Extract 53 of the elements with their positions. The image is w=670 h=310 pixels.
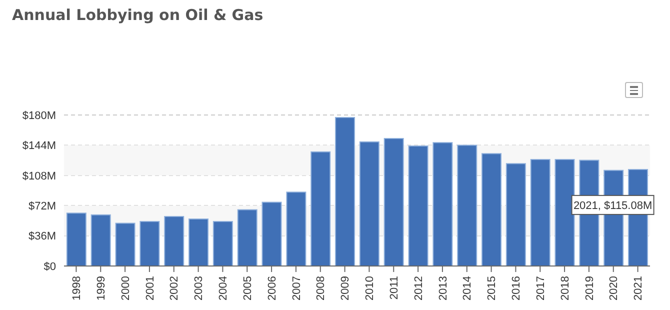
y-tick-label: $144M bbox=[22, 140, 56, 152]
bar bbox=[408, 146, 428, 266]
x-tick-label: 2015 bbox=[486, 276, 498, 300]
bar bbox=[482, 153, 502, 266]
bar bbox=[335, 117, 356, 266]
bar bbox=[140, 221, 160, 266]
bar bbox=[66, 212, 86, 266]
bar bbox=[262, 202, 282, 266]
y-tick-label: $36M bbox=[28, 230, 56, 243]
chart-title: Annual Lobbying on Oil & Gas bbox=[12, 6, 264, 24]
x-tick-label: 2009 bbox=[340, 276, 352, 300]
annotation: 2021, $115.08M bbox=[573, 200, 652, 212]
x-tick-label: 2002 bbox=[168, 276, 181, 300]
bar bbox=[212, 221, 233, 266]
bar bbox=[457, 144, 478, 266]
bar bbox=[530, 158, 550, 266]
x-tick-label: 2010 bbox=[364, 276, 376, 300]
x-tick-label: 2020 bbox=[608, 276, 620, 300]
x-tick-label: 2008 bbox=[315, 276, 328, 300]
x-tick-label: 2013 bbox=[437, 276, 450, 300]
x-tick-label: 2003 bbox=[193, 276, 206, 300]
x-tick-label: 2017 bbox=[534, 276, 547, 300]
x-tick-label: 2021 bbox=[632, 276, 645, 300]
bar bbox=[554, 158, 575, 266]
x-tick-label: 2016 bbox=[510, 276, 523, 300]
x-tick-label: 2000 bbox=[120, 276, 132, 300]
x-tick-label: 2001 bbox=[144, 276, 156, 300]
bar bbox=[432, 142, 453, 266]
x-tick-label: 2011 bbox=[388, 276, 400, 300]
bar bbox=[310, 151, 331, 266]
bar bbox=[188, 218, 209, 266]
x-tick-label: 2012 bbox=[412, 276, 425, 300]
x-tick-label: 1999 bbox=[95, 276, 108, 300]
x-tick-label: 2014 bbox=[462, 276, 474, 300]
x-tick-label: 2019 bbox=[584, 276, 596, 300]
bar bbox=[384, 138, 404, 266]
y-tick-label: $108M bbox=[22, 170, 56, 182]
bar bbox=[90, 214, 111, 266]
y-tick-label: $0 bbox=[44, 260, 56, 273]
x-tick-label: 2006 bbox=[266, 276, 278, 300]
x-tick-label: 1998 bbox=[71, 276, 84, 300]
bar bbox=[237, 209, 258, 266]
bar bbox=[286, 192, 306, 266]
bar bbox=[506, 163, 526, 266]
bar bbox=[164, 216, 184, 266]
x-tick-label: 2005 bbox=[242, 276, 254, 300]
y-tick-label: $72M bbox=[28, 200, 56, 213]
bar bbox=[359, 141, 380, 266]
x-tick-label: 2004 bbox=[218, 276, 230, 300]
x-tick-label: 2018 bbox=[559, 276, 572, 300]
bar bbox=[115, 222, 136, 266]
x-tick-label: 2007 bbox=[290, 276, 303, 300]
y-tick-label: $180M bbox=[22, 110, 56, 122]
